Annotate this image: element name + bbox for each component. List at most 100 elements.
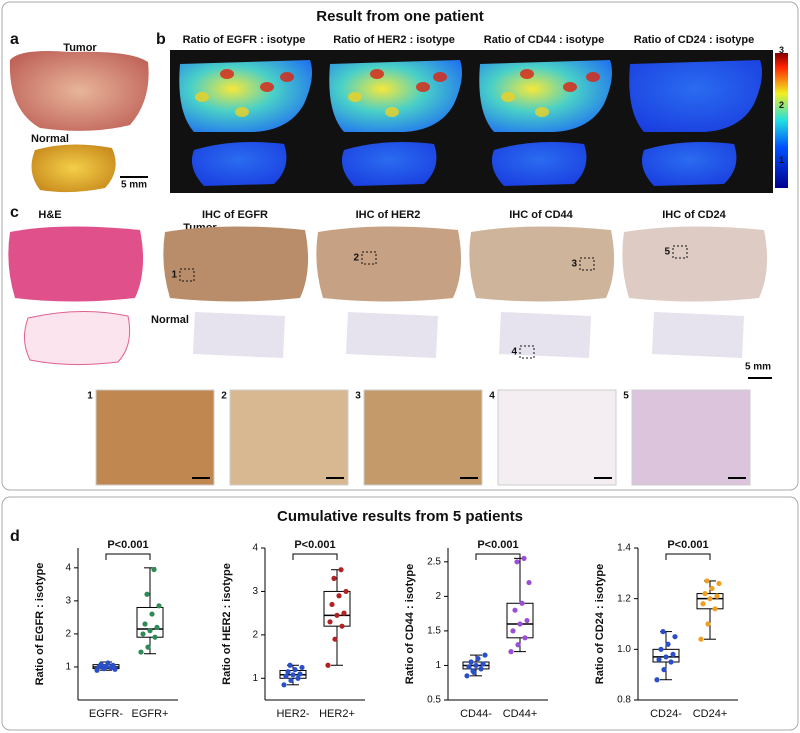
heatmap-title: Ratio of CD44 : isotype [484, 34, 604, 46]
y-tick-label: 4 [65, 562, 71, 573]
hot-spot [416, 82, 430, 92]
hot-spot [385, 107, 399, 117]
data-point [332, 636, 338, 642]
data-point [331, 575, 337, 582]
heatmap-tumor [179, 60, 312, 132]
y-tick-label: 1 [435, 660, 441, 671]
heatmap [479, 60, 612, 186]
data-point [654, 677, 660, 683]
data-point [705, 621, 711, 627]
data-point [482, 652, 488, 658]
significance-bracket [475, 553, 521, 560]
data-point [147, 628, 153, 634]
data-point [672, 634, 678, 640]
data-point [475, 655, 481, 662]
region-image [229, 389, 349, 486]
annotation: P<0.001 [294, 539, 335, 551]
hot-spot [433, 72, 447, 82]
data-point [336, 593, 342, 599]
colorbar-tick: 1 [779, 155, 784, 165]
y-tick-label: 3 [65, 596, 71, 607]
y-tick-label: 4 [252, 543, 258, 554]
heatmap-tumor [479, 60, 612, 132]
region-box [519, 345, 535, 359]
data-point [100, 664, 106, 670]
heatmap-title: Ratio of CD24 : isotype [634, 34, 754, 46]
ihc-tumor [163, 226, 309, 302]
data-point [698, 636, 704, 642]
tumor-label: Tumor [63, 42, 97, 54]
heatmap [329, 60, 462, 186]
data-point [283, 673, 289, 679]
bottom-title: Cumulative results from 5 patients [277, 508, 523, 525]
data-point [658, 646, 664, 652]
hot-spot [563, 82, 577, 92]
data-point [290, 672, 296, 678]
y-tick-label: 2.5 [427, 556, 441, 567]
y-axis-label: Ratio of CD24 : isotype [594, 564, 606, 684]
data-point [140, 631, 146, 637]
panel-label: b [156, 31, 166, 48]
data-point [478, 666, 484, 672]
data-point [470, 668, 476, 674]
region-label: 5 [623, 391, 629, 402]
data-point [660, 629, 666, 635]
region-box [579, 257, 595, 271]
data-point [145, 644, 151, 650]
tumor-photo [9, 51, 149, 131]
y-tick-label: 1.2 [617, 593, 631, 604]
panel-label: a [10, 31, 19, 48]
normal-label: Normal [151, 314, 189, 326]
data-point [144, 591, 150, 597]
y-tick-label: 1.5 [427, 626, 441, 637]
data-point [295, 675, 301, 681]
data-point [716, 580, 722, 587]
x-tick-label: EGFR+ [132, 708, 169, 720]
data-point [517, 621, 523, 627]
region-image [631, 389, 751, 486]
x-tick-label: EGFR- [89, 708, 124, 720]
data-point [668, 659, 674, 665]
hot-spot [370, 69, 384, 79]
section-title: IHC of CD24 [662, 209, 726, 221]
data-point [663, 654, 669, 660]
hot-spot [501, 92, 515, 102]
data-point [297, 671, 303, 677]
data-point [515, 642, 521, 648]
hot-spot [586, 72, 600, 82]
x-tick-label: HER2- [276, 708, 309, 720]
data-point [339, 623, 345, 629]
colorbar [775, 53, 788, 188]
data-point [510, 628, 516, 634]
he-normal [24, 310, 131, 366]
data-point [149, 611, 155, 617]
region-label: 1 [171, 270, 177, 281]
colorbar-tick: 2 [779, 100, 784, 110]
normal-label: Normal [31, 133, 69, 145]
data-point [526, 579, 532, 586]
data-point [508, 649, 514, 655]
significance-bracket [105, 553, 151, 560]
heatmap-normal [641, 142, 737, 186]
significance-bracket [665, 553, 711, 560]
region-label: 2 [353, 253, 359, 264]
significance-bracket [292, 553, 338, 560]
heatmap-normal [491, 142, 587, 186]
data-point [656, 656, 662, 663]
ihc-normal [652, 312, 744, 358]
y-tick-label: 0.5 [427, 695, 441, 706]
data-point [473, 662, 479, 669]
scale-label: 5 mm [121, 180, 147, 191]
data-point [707, 596, 713, 602]
data-point [704, 578, 710, 584]
data-point [712, 606, 718, 612]
hot-spot [535, 107, 549, 117]
data-point [468, 659, 474, 665]
data-point [519, 600, 525, 606]
scale-label: 5 mm [745, 362, 771, 373]
ihc-tumor [316, 226, 462, 302]
heatmap-normal [191, 142, 287, 186]
heatmap-title: Ratio of EGFR : isotype [183, 34, 306, 46]
data-point [156, 603, 162, 609]
y-axis-label: Ratio of HER2 : isotype [221, 563, 233, 685]
